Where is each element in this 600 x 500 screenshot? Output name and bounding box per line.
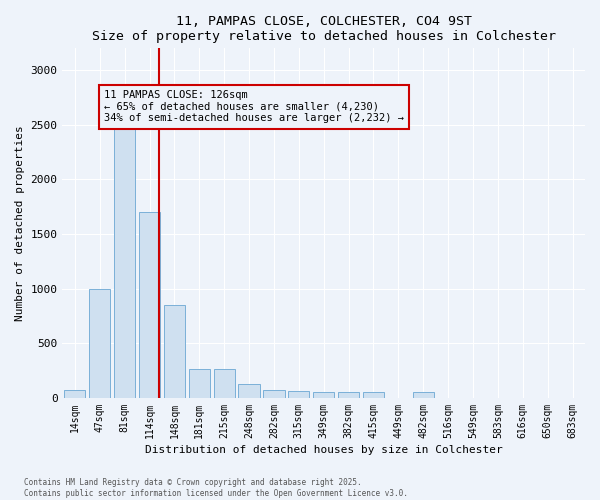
Bar [288,391,310,398]
Bar [214,369,235,398]
Bar [89,288,110,398]
Bar [64,390,85,398]
Bar [413,392,434,398]
Bar [363,392,384,398]
Bar [338,392,359,398]
Bar [313,392,334,398]
Title: 11, PAMPAS CLOSE, COLCHESTER, CO4 9ST
Size of property relative to detached hous: 11, PAMPAS CLOSE, COLCHESTER, CO4 9ST Si… [92,15,556,43]
Bar [114,114,135,398]
Bar [238,384,260,398]
Bar [139,212,160,398]
Bar [164,305,185,398]
Text: 11 PAMPAS CLOSE: 126sqm
← 65% of detached houses are smaller (4,230)
34% of semi: 11 PAMPAS CLOSE: 126sqm ← 65% of detache… [104,90,404,124]
Y-axis label: Number of detached properties: Number of detached properties [15,126,25,321]
Text: Contains HM Land Registry data © Crown copyright and database right 2025.
Contai: Contains HM Land Registry data © Crown c… [24,478,408,498]
X-axis label: Distribution of detached houses by size in Colchester: Distribution of detached houses by size … [145,445,503,455]
Bar [189,369,210,398]
Bar [263,390,284,398]
